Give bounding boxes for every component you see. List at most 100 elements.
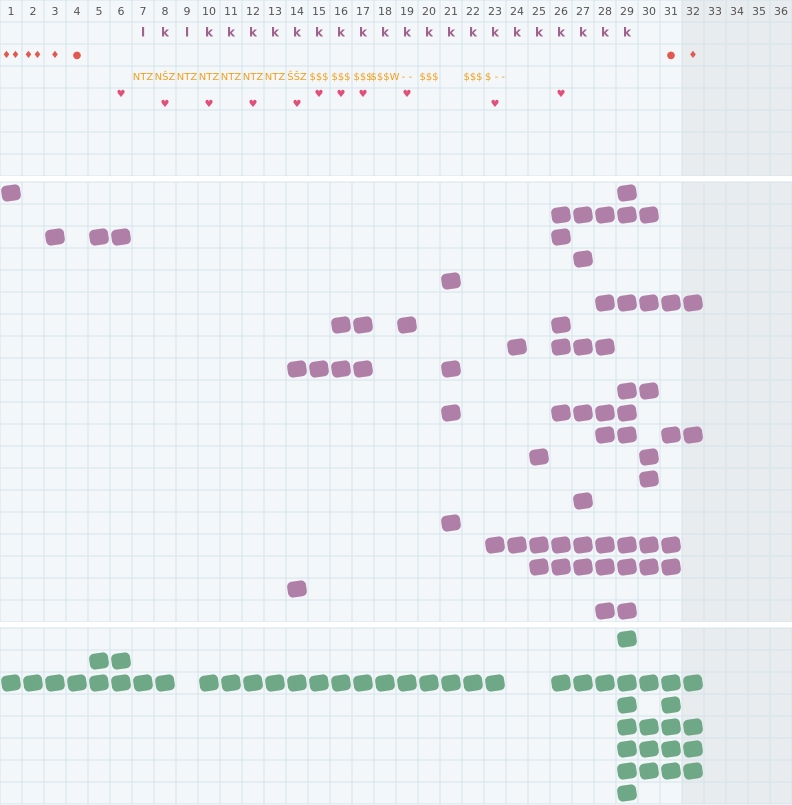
blob [375,674,395,692]
blob [573,206,593,224]
column-number: 28 [598,5,612,18]
blob [661,536,681,554]
letters: k [579,26,588,40]
blob [441,674,461,692]
codes: NTZ [221,72,242,83]
blob [617,602,637,620]
letters: k [491,26,500,40]
separator [0,622,792,628]
blob [595,558,615,576]
blob [353,674,373,692]
blob [617,674,637,692]
codes: $$$ [463,72,482,83]
blob [507,338,527,356]
hearts-upper: ♥ [359,89,368,100]
blob [661,762,681,780]
column-number: 18 [378,5,392,18]
column-number: 19 [400,5,414,18]
column-number: 10 [202,5,216,18]
column-number: 20 [422,5,436,18]
blob [551,228,571,246]
column-number: 2 [30,5,37,18]
column-number: 27 [576,5,590,18]
blob [485,536,505,554]
blob [243,674,263,692]
column-number: 29 [620,5,634,18]
blob [573,492,593,510]
blob [287,674,307,692]
hearts-lower: ♥ [249,99,258,110]
blob [639,558,659,576]
blob [573,404,593,422]
blob [661,718,681,736]
column-number: 14 [290,5,304,18]
letters: k [161,26,170,40]
blob [639,382,659,400]
blob [441,360,461,378]
blob [617,718,637,736]
blob [309,360,329,378]
blob [573,674,593,692]
codes: $$$ [331,72,350,83]
column-number: 3 [52,5,59,18]
separator [0,176,792,182]
codes: NŠZ [155,70,176,83]
blob [463,674,483,692]
letters: k [601,26,610,40]
column-number: 5 [96,5,103,18]
blob [353,316,373,334]
codes: $$$ [309,72,328,83]
letters: k [205,26,214,40]
blob [661,740,681,758]
blob [1,674,21,692]
blob [617,206,637,224]
blob [551,206,571,224]
hearts-lower: ♥ [293,99,302,110]
codes: $$$W [371,72,400,83]
blob [639,674,659,692]
letters: k [513,26,522,40]
column-number: 35 [752,5,766,18]
column-number: 36 [774,5,788,18]
hearts-upper: ♥ [117,89,126,100]
blob [265,674,285,692]
blob [595,426,615,444]
blob [45,228,65,246]
symbols: ♦♦ [24,50,42,61]
blob [683,294,703,312]
blob [551,316,571,334]
column-number: 13 [268,5,282,18]
blob [617,630,637,648]
codes: NTZ [265,72,286,83]
codes: NTZ [243,72,264,83]
blob [595,206,615,224]
blob [111,228,131,246]
hearts-lower: ♥ [161,99,170,110]
blob [595,338,615,356]
blob [617,184,637,202]
blob [683,426,703,444]
top-section-shade [682,22,792,176]
blob [221,674,241,692]
blob [287,360,307,378]
blob [1,184,21,202]
blob [573,558,593,576]
letters: k [469,26,478,40]
blob [89,674,109,692]
blob [23,674,43,692]
codes: NTZ [133,72,154,83]
blob [331,674,351,692]
blob [661,558,681,576]
codes: $$$ [353,72,372,83]
blob [529,448,549,466]
blob [441,514,461,532]
blob [617,536,637,554]
blob [617,762,637,780]
blob [573,338,593,356]
blob [111,674,131,692]
blob [397,674,417,692]
blob [661,674,681,692]
symbols: ● [667,50,676,61]
blob [639,536,659,554]
